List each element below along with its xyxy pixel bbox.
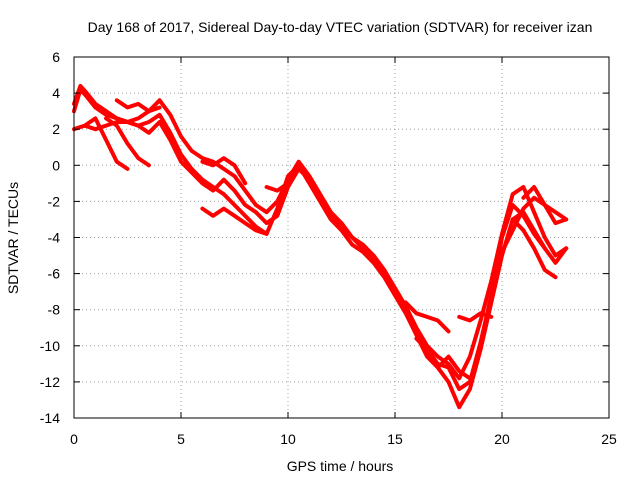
- x-tick-label: 25: [601, 431, 617, 447]
- y-tick-label: -6: [48, 266, 61, 282]
- series-line-arc-5: [104, 116, 151, 168]
- x-tick-label: 10: [280, 431, 296, 447]
- y-tick-label: -8: [48, 302, 61, 318]
- x-tick-label: 5: [177, 431, 185, 447]
- series-line-arc-14: [510, 217, 558, 280]
- series-line-arc-13: [500, 195, 569, 254]
- series-line-arc-1: [72, 87, 547, 392]
- series-line-arc-11: [414, 336, 472, 381]
- series-line-arc-10: [403, 300, 451, 334]
- series-group: [72, 83, 569, 410]
- series-line-arc-15: [521, 185, 569, 226]
- y-tick-label: -4: [48, 230, 61, 246]
- chart-title: Day 168 of 2017, Sidereal Day-to-day VTE…: [88, 19, 593, 35]
- series-line-arc-12: [457, 311, 494, 323]
- series-line-arc-9: [264, 181, 290, 193]
- series-line-arc-6: [114, 98, 162, 114]
- y-tick-label: -2: [48, 193, 61, 209]
- y-axis-label: SDTVAR / TECUs: [5, 182, 21, 294]
- x-axis-label: GPS time / hours: [287, 458, 394, 474]
- y-tick-label: 6: [52, 49, 60, 65]
- series-line-arc-7: [200, 206, 269, 236]
- series-line-arc-8: [200, 156, 248, 186]
- y-tick-label: 2: [52, 121, 60, 137]
- y-tick-label: 4: [52, 85, 60, 101]
- series-line-arc-4: [82, 116, 130, 171]
- y-tick-label: -12: [40, 374, 60, 390]
- x-tick-label: 0: [70, 431, 78, 447]
- series-line-arc-3: [72, 120, 569, 381]
- x-tick-label: 15: [387, 431, 403, 447]
- y-tick-label: -10: [40, 338, 60, 354]
- y-tick-label: -14: [40, 410, 60, 426]
- y-tick-label: 0: [52, 157, 60, 173]
- x-tick-label: 20: [494, 431, 510, 447]
- y-axis: -14 -12 -10 -8 -6 -4 -2 0 2 4 6: [40, 49, 609, 426]
- x-axis: 0 5 10 15 20 25: [70, 57, 617, 447]
